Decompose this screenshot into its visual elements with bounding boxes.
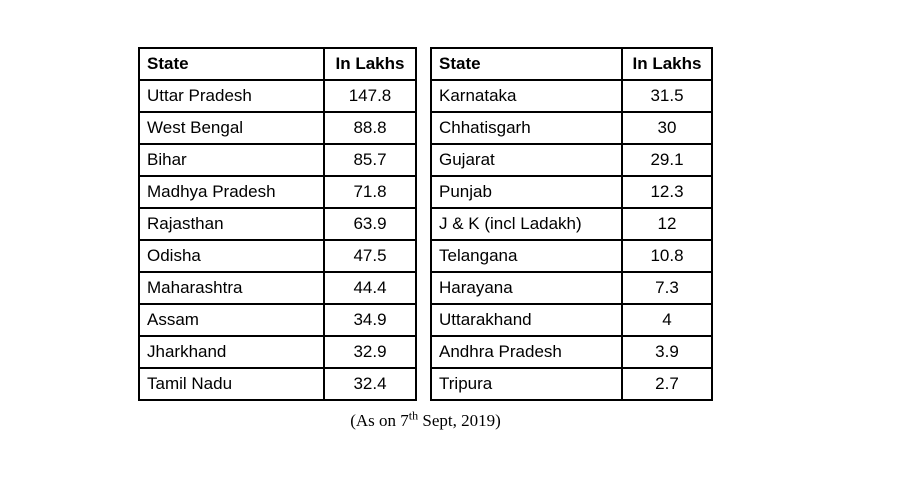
- caption-ordinal: th: [408, 408, 419, 423]
- state-cell: Karnataka: [430, 79, 623, 113]
- value-cell: 34.9: [323, 303, 417, 337]
- table-row: Odisha 47.5: [138, 239, 417, 273]
- column-header-state: State: [430, 47, 623, 81]
- value-cell: 12: [621, 207, 713, 241]
- table-row: Madhya Pradesh 71.8: [138, 175, 417, 209]
- state-cell: Telangana: [430, 239, 623, 273]
- table-row: Assam 34.9: [138, 303, 417, 337]
- state-cell: Madhya Pradesh: [138, 175, 325, 209]
- state-cell: J & K (incl Ladakh): [430, 207, 623, 241]
- table-row: J & K (incl Ladakh) 12: [430, 207, 713, 241]
- states-lakhs-figure: State In Lakhs Uttar Pradesh 147.8 West …: [138, 47, 713, 431]
- tables-row: State In Lakhs Uttar Pradesh 147.8 West …: [138, 47, 713, 401]
- caption-prefix: (As on 7: [350, 411, 409, 430]
- table-row: Uttarakhand 4: [430, 303, 713, 337]
- state-cell: Chhatisgarh: [430, 111, 623, 145]
- state-cell: Tamil Nadu: [138, 367, 325, 401]
- state-cell: Rajasthan: [138, 207, 325, 241]
- column-header-lakhs: In Lakhs: [621, 47, 713, 81]
- value-cell: 32.9: [323, 335, 417, 369]
- value-cell: 88.8: [323, 111, 417, 145]
- state-cell: Assam: [138, 303, 325, 337]
- value-cell: 32.4: [323, 367, 417, 401]
- caption-suffix: Sept, 2019): [418, 411, 501, 430]
- table-row: Karnataka 31.5: [430, 79, 713, 113]
- column-header-state: State: [138, 47, 325, 81]
- value-cell: 63.9: [323, 207, 417, 241]
- state-cell: West Bengal: [138, 111, 325, 145]
- table-row: Uttar Pradesh 147.8: [138, 79, 417, 113]
- value-cell: 71.8: [323, 175, 417, 209]
- caption: (As on 7th Sept, 2019): [138, 408, 713, 431]
- states-table-right: State In Lakhs Karnataka 31.5 Chhatisgar…: [430, 47, 713, 401]
- state-cell: Uttarakhand: [430, 303, 623, 337]
- table-row: Bihar 85.7: [138, 143, 417, 177]
- states-table-left: State In Lakhs Uttar Pradesh 147.8 West …: [138, 47, 417, 401]
- state-cell: Bihar: [138, 143, 325, 177]
- table-row: Andhra Pradesh 3.9: [430, 335, 713, 369]
- value-cell: 29.1: [621, 143, 713, 177]
- state-cell: Maharashtra: [138, 271, 325, 305]
- table-row: Maharashtra 44.4: [138, 271, 417, 305]
- table-row: Chhatisgarh 30: [430, 111, 713, 145]
- value-cell: 12.3: [621, 175, 713, 209]
- table-row: Telangana 10.8: [430, 239, 713, 273]
- value-cell: 3.9: [621, 335, 713, 369]
- table-row: Jharkhand 32.9: [138, 335, 417, 369]
- value-cell: 147.8: [323, 79, 417, 113]
- table-row: Tripura 2.7: [430, 367, 713, 401]
- table-row: Punjab 12.3: [430, 175, 713, 209]
- value-cell: 85.7: [323, 143, 417, 177]
- value-cell: 4: [621, 303, 713, 337]
- state-cell: Punjab: [430, 175, 623, 209]
- state-cell: Uttar Pradesh: [138, 79, 325, 113]
- state-cell: Harayana: [430, 271, 623, 305]
- table-row: Harayana 7.3: [430, 271, 713, 305]
- value-cell: 10.8: [621, 239, 713, 273]
- table-row: Tamil Nadu 32.4: [138, 367, 417, 401]
- state-cell: Gujarat: [430, 143, 623, 177]
- state-cell: Jharkhand: [138, 335, 325, 369]
- table-row: Gujarat 29.1: [430, 143, 713, 177]
- value-cell: 30: [621, 111, 713, 145]
- value-cell: 2.7: [621, 367, 713, 401]
- table-row: West Bengal 88.8: [138, 111, 417, 145]
- value-cell: 7.3: [621, 271, 713, 305]
- table-row: Rajasthan 63.9: [138, 207, 417, 241]
- table-header-row: State In Lakhs: [430, 47, 713, 81]
- value-cell: 31.5: [621, 79, 713, 113]
- table-header-row: State In Lakhs: [138, 47, 417, 81]
- state-cell: Odisha: [138, 239, 325, 273]
- column-header-lakhs: In Lakhs: [323, 47, 417, 81]
- value-cell: 44.4: [323, 271, 417, 305]
- value-cell: 47.5: [323, 239, 417, 273]
- state-cell: Tripura: [430, 367, 623, 401]
- state-cell: Andhra Pradesh: [430, 335, 623, 369]
